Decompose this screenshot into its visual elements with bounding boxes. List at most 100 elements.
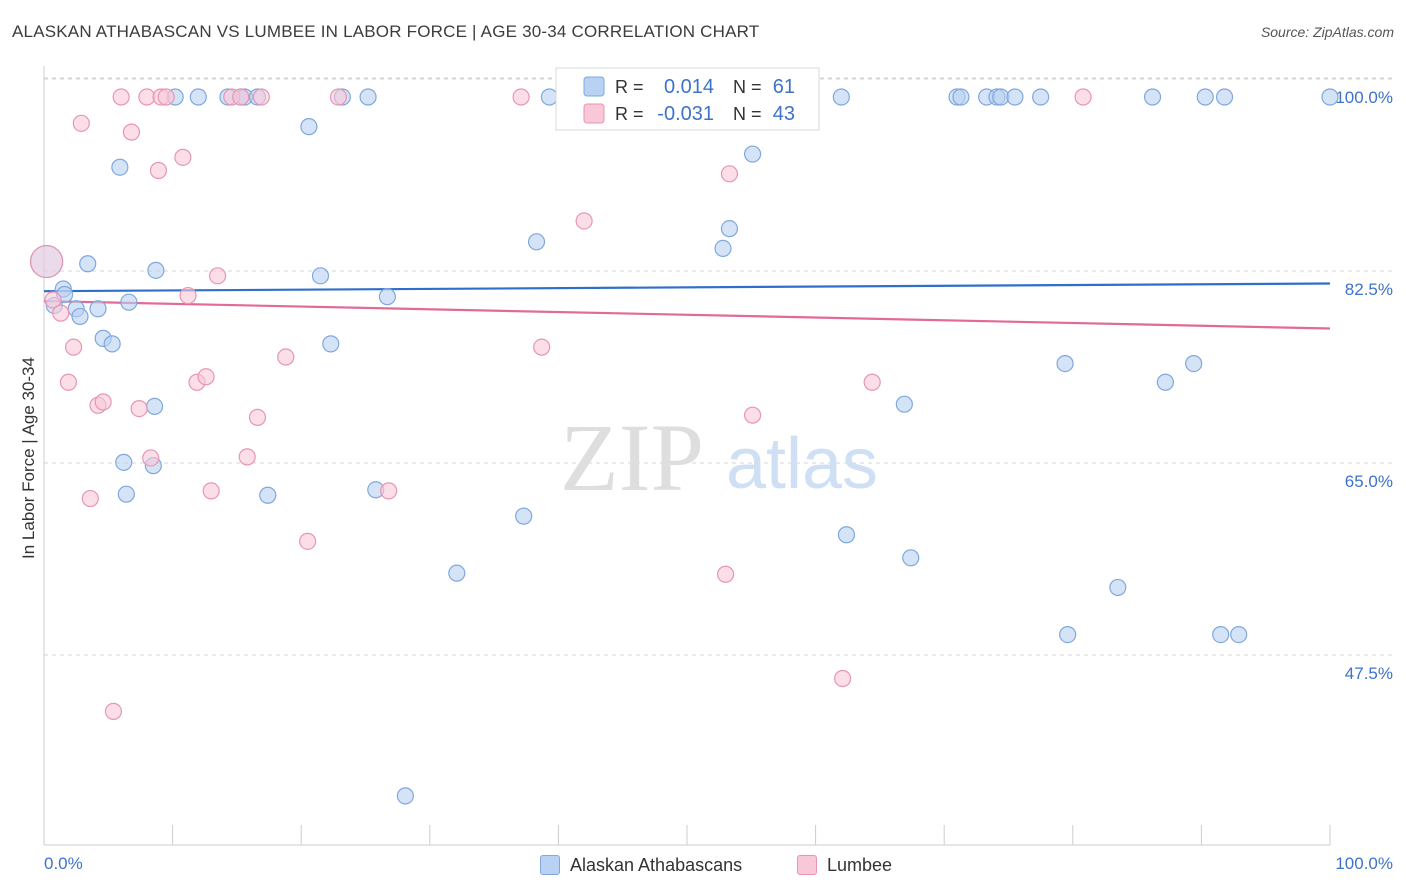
- lumbee-point: [157, 88, 175, 106]
- athabascan-point: [103, 335, 121, 353]
- athabascan-point: [147, 261, 165, 279]
- lumbee-point: [238, 448, 256, 466]
- athabascan-point: [396, 787, 414, 805]
- athabascan-point: [259, 486, 277, 504]
- athabascan-point: [311, 267, 330, 285]
- lumbee-point: [277, 348, 295, 366]
- y-tick-label: 65.0%: [1345, 472, 1393, 491]
- lumbee-point: [1074, 88, 1092, 106]
- legend-r-value: -0.031: [657, 103, 714, 125]
- legend-n-label: N =: [733, 77, 762, 97]
- legend-r-label: R =: [615, 104, 644, 124]
- lumbee-point: [94, 393, 112, 411]
- lumbee-point: [720, 165, 739, 183]
- lumbee-point: [179, 286, 197, 305]
- chart-source: Source: ZipAtlas.com: [1260, 24, 1394, 40]
- lumbee-point: [59, 373, 78, 391]
- lumbee-point: [130, 399, 148, 418]
- athabascan-trend-line: [43, 282, 1331, 293]
- athabascan-point: [89, 300, 107, 318]
- legend-label-lumbee: Lumbee: [827, 854, 893, 875]
- athabascan-point: [145, 397, 164, 415]
- x-tick-label-right: 100.0%: [1335, 854, 1393, 873]
- y-tick-label: 47.5%: [1345, 664, 1393, 683]
- x-tick-label-left: 0.0%: [44, 854, 83, 873]
- athabascan-point: [1156, 373, 1174, 391]
- legend-item-lumbee[interactable]: Lumbee: [797, 852, 892, 878]
- y-tick-label: 100.0%: [1335, 88, 1393, 107]
- athabascan-point: [117, 485, 135, 503]
- athabascan-point: [111, 158, 129, 176]
- lumbee-point: [122, 123, 141, 141]
- athabascan-point: [71, 307, 89, 326]
- athabascan-point: [1006, 88, 1024, 106]
- lumbee-point: [834, 669, 852, 688]
- lumbee-point: [209, 267, 227, 285]
- athabascan-point: [189, 88, 207, 106]
- athabascan-point: [1321, 88, 1339, 106]
- lumbee-point: [232, 88, 250, 106]
- athabascan-point: [79, 255, 97, 273]
- lumbee-point: [112, 88, 130, 106]
- athabascan-point: [1109, 578, 1127, 597]
- legend-swatch-pink: [583, 103, 605, 124]
- legend-item-athabascans[interactable]: Alaskan Athabascans: [540, 852, 742, 878]
- athabascan-point: [115, 453, 133, 471]
- athabascan-point: [952, 88, 970, 106]
- athabascan-point: [1212, 625, 1230, 644]
- chart-title: ALASKAN ATHABASCAN VS LUMBEE IN LABOR FO…: [12, 22, 760, 41]
- athabascan-point: [902, 549, 920, 567]
- lumbee-point: [252, 88, 270, 106]
- athabascan-point: [1032, 88, 1050, 106]
- athabascan-point: [527, 233, 546, 251]
- legend-swatch-blue: [583, 76, 605, 97]
- lumbee-point: [716, 565, 735, 583]
- lumbee-point: [44, 291, 62, 309]
- legend-swatch-blue: [540, 855, 560, 875]
- athabascan-point: [300, 118, 318, 136]
- lumbee-point: [72, 114, 90, 132]
- lumbee-point: [81, 489, 99, 508]
- lumbee-point: [329, 88, 348, 106]
- lumbee-point: [197, 368, 215, 386]
- athabascan-point: [895, 395, 913, 413]
- athabascan-point: [714, 239, 732, 258]
- y-axis-label: In Labor Force | Age 30-34: [19, 357, 38, 559]
- lumbee-point: [512, 88, 530, 106]
- legend-n-label: N =: [733, 104, 762, 124]
- lumbee-point: [863, 373, 881, 391]
- lumbee-point: [299, 532, 317, 550]
- trend-lines: [43, 282, 1331, 330]
- lumbee-point: [743, 406, 762, 424]
- legend-swatch-pink: [797, 855, 817, 875]
- athabascan-point: [322, 335, 340, 353]
- correlation-legend: R = 0.014 N = 61 R = -0.031 N = 43: [555, 67, 820, 131]
- athabascan-point: [832, 88, 850, 106]
- data-points: [29, 88, 1339, 805]
- lumbee-point: [64, 338, 83, 356]
- series-legend: Alaskan Athabascans Lumbee: [0, 852, 1406, 878]
- lumbee-point: [104, 702, 123, 721]
- legend-r-label: R =: [615, 77, 644, 97]
- legend-label-athabascans: Alaskan Athabascans: [570, 854, 743, 875]
- watermark-zip: ZIP: [560, 404, 704, 511]
- athabascan-point: [378, 288, 396, 306]
- lumbee-point: [142, 449, 160, 467]
- athabascan-point: [448, 564, 466, 582]
- lumbee-point: [248, 408, 267, 426]
- athabascan-point: [1230, 625, 1248, 644]
- y-tick-label: 82.5%: [1345, 280, 1393, 299]
- athabascan-point: [743, 145, 762, 163]
- athabascan-point: [1059, 625, 1077, 644]
- athabascan-point: [1056, 355, 1074, 373]
- athabascan-point: [540, 88, 558, 106]
- lumbee-point: [202, 482, 220, 500]
- legend-r-value: 0.014: [664, 76, 714, 98]
- lumbee-point: [380, 482, 398, 500]
- athabascan-point: [1196, 88, 1214, 106]
- lumbee-point: [575, 212, 593, 230]
- axes: 100.0% 82.5% 65.0% 47.5% 0.0% 100.0%: [43, 66, 1393, 873]
- legend-n-value: 43: [773, 103, 795, 125]
- lumbee-trend-line: [43, 299, 1331, 330]
